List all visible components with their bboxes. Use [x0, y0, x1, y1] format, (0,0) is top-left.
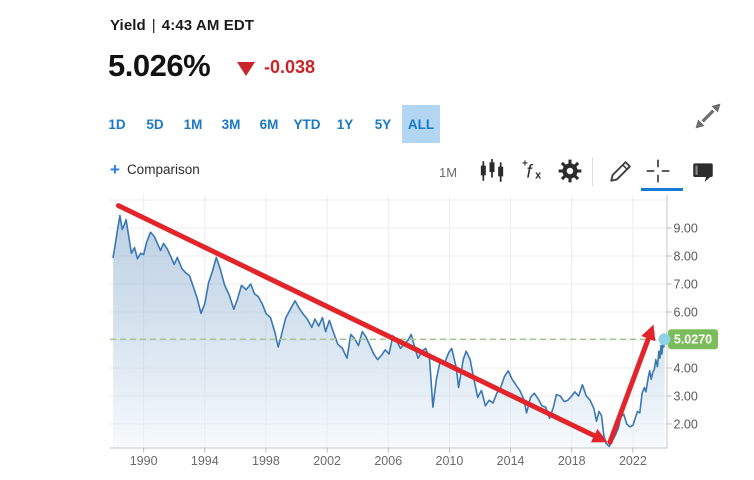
svg-text:4.00: 4.00 — [674, 362, 698, 376]
svg-text:2010: 2010 — [436, 454, 464, 468]
range-tab-ytd[interactable]: YTD — [293, 116, 321, 132]
instrument-title: Yield — [110, 17, 146, 34]
range-tab-3m[interactable]: 3M — [221, 116, 241, 132]
range-tab-1d[interactable]: 1D — [108, 116, 126, 132]
title-separator: | — [151, 17, 156, 34]
svg-text:1990: 1990 — [130, 454, 158, 468]
page-title: Yield | 4:43 AM EDT — [110, 17, 254, 34]
annotation-tool-button[interactable] — [690, 158, 716, 184]
svg-text:x: x — [535, 170, 541, 182]
svg-text:1998: 1998 — [252, 454, 280, 468]
indicators-button[interactable]: + f x — [520, 158, 546, 184]
svg-text:8.00: 8.00 — [674, 250, 698, 264]
quote-value: 5.026% — [108, 48, 211, 83]
range-tab-6m[interactable]: 6M — [259, 116, 279, 132]
svg-text:2014: 2014 — [497, 454, 525, 468]
interval-selector[interactable]: 1M — [439, 165, 458, 180]
range-tab-5d[interactable]: 5D — [146, 116, 164, 132]
svg-text:f: f — [527, 161, 534, 182]
indicators-fx-icon: + f x — [522, 159, 541, 182]
svg-text:2018: 2018 — [558, 454, 586, 468]
svg-text:1994: 1994 — [191, 454, 219, 468]
toolbar-divider — [592, 157, 593, 186]
svg-text:6.00: 6.00 — [674, 306, 698, 320]
range-tab-all[interactable]: ALL — [402, 105, 440, 143]
change-down-triangle-icon — [237, 62, 255, 76]
svg-text:+: + — [522, 159, 528, 170]
svg-text:2.00: 2.00 — [674, 418, 698, 432]
range-tab-5y[interactable]: 5Y — [374, 116, 392, 132]
svg-text:5.0270: 5.0270 — [674, 333, 712, 347]
svg-text:2022: 2022 — [619, 454, 647, 468]
comparison-label: Comparison — [126, 162, 200, 177]
chart-settings-button[interactable] — [557, 158, 583, 184]
range-tabs: 1D 5D 1M 3M 6M YTD 1Y 5Y ALL — [98, 105, 440, 143]
annotation-icon — [693, 163, 713, 182]
svg-text:2002: 2002 — [313, 454, 341, 468]
svg-text:7.00: 7.00 — [674, 278, 698, 292]
active-tool-indicator — [641, 188, 683, 191]
plus-icon: + — [110, 160, 120, 179]
crosshair-icon — [646, 159, 670, 183]
draw-tool-button[interactable] — [608, 158, 634, 184]
quote-time: 4:43 AM EDT — [161, 17, 255, 34]
expand-chart-button[interactable] — [692, 100, 724, 132]
svg-text:3.00: 3.00 — [674, 390, 698, 404]
svg-text:2006: 2006 — [374, 454, 402, 468]
add-comparison-button[interactable]: + Comparison — [110, 160, 200, 179]
settings-gear-icon — [558, 159, 582, 183]
quote-change: -0.038 — [264, 57, 316, 77]
candlestick-chart-icon — [480, 159, 504, 182]
expand-icon — [695, 103, 721, 129]
candlestick-chart-button[interactable] — [479, 158, 505, 184]
svg-text:9.00: 9.00 — [674, 222, 698, 236]
crosshair-tool-button[interactable] — [645, 158, 671, 184]
range-tab-1m[interactable]: 1M — [183, 116, 203, 132]
range-tab-1y[interactable]: 1Y — [336, 116, 354, 132]
draw-pencil-icon — [610, 161, 631, 182]
